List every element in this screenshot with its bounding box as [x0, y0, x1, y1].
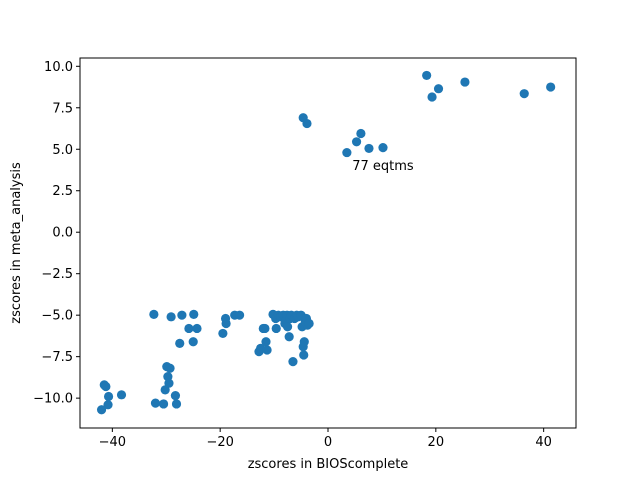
data-point: [378, 143, 388, 153]
x-tick-label: −40: [99, 435, 126, 450]
data-point: [546, 82, 556, 92]
y-tick-label: 0.0: [52, 226, 73, 241]
x-tick-label: 40: [535, 435, 552, 450]
data-point: [304, 318, 314, 329]
data-point: [271, 323, 281, 334]
y-tick-label: 7.5: [52, 101, 73, 116]
data-point: [282, 322, 293, 332]
y-tick-label: 5.0: [52, 143, 73, 158]
data-point: [165, 363, 175, 373]
data-point: [460, 77, 470, 87]
data-point: [351, 137, 362, 147]
data-point: [356, 128, 366, 139]
annotation-label: 77 eqtms: [352, 159, 414, 174]
data-point: [234, 310, 245, 320]
data-point: [170, 391, 181, 401]
data-point: [221, 318, 231, 329]
data-point: [149, 309, 159, 319]
y-axis-label: zscores in meta_analysis: [9, 162, 24, 324]
data-point: [299, 337, 309, 347]
data-point: [519, 89, 529, 99]
data-point: [96, 405, 107, 415]
data-point: [175, 338, 185, 348]
y-tick-label: 10.0: [44, 60, 73, 75]
data-point: [288, 357, 298, 367]
data-point: [164, 378, 174, 388]
data-point: [158, 399, 169, 409]
y-tick-label: −5.0: [41, 309, 73, 324]
data-point: [260, 323, 270, 334]
data-point: [166, 312, 176, 322]
y-tick-label: −2.5: [41, 267, 73, 282]
x-tick-label: 0: [324, 435, 332, 450]
data-point: [192, 323, 202, 334]
data-point: [427, 92, 437, 102]
data-point: [302, 118, 312, 129]
data-point: [171, 399, 182, 409]
data-point: [103, 400, 113, 410]
x-axis: −40 −20 0 20 40: [99, 428, 552, 450]
data-point: [188, 337, 198, 347]
data-point: [433, 84, 444, 94]
x-tick-label: −20: [206, 435, 233, 450]
plot-frame: [79, 57, 577, 429]
data-point: [261, 337, 271, 347]
data-point: [284, 332, 294, 342]
data-point: [262, 345, 272, 355]
y-tick-label: 2.5: [52, 184, 73, 199]
data-point: [218, 328, 228, 339]
data-point: [150, 398, 161, 408]
y-tick-label: −10.0: [33, 392, 73, 407]
data-point: [103, 391, 114, 402]
x-tick-label: 20: [428, 435, 445, 450]
data-point: [116, 390, 127, 400]
y-axis: −10.0 −7.5 −5.0 −2.5 0.0 2.5 5.0 7.5 10.0: [33, 60, 80, 407]
data-point: [422, 70, 432, 81]
data-point: [299, 350, 309, 360]
data-point: [184, 323, 194, 334]
y-tick-label: −7.5: [41, 350, 73, 365]
data-point: [364, 143, 374, 154]
data-point: [177, 310, 187, 320]
points-layer: [96, 70, 556, 415]
data-point: [101, 381, 111, 392]
x-axis-label: zscores in BIOScomplete: [248, 457, 409, 472]
data-point: [189, 309, 199, 319]
data-point: [342, 147, 352, 158]
